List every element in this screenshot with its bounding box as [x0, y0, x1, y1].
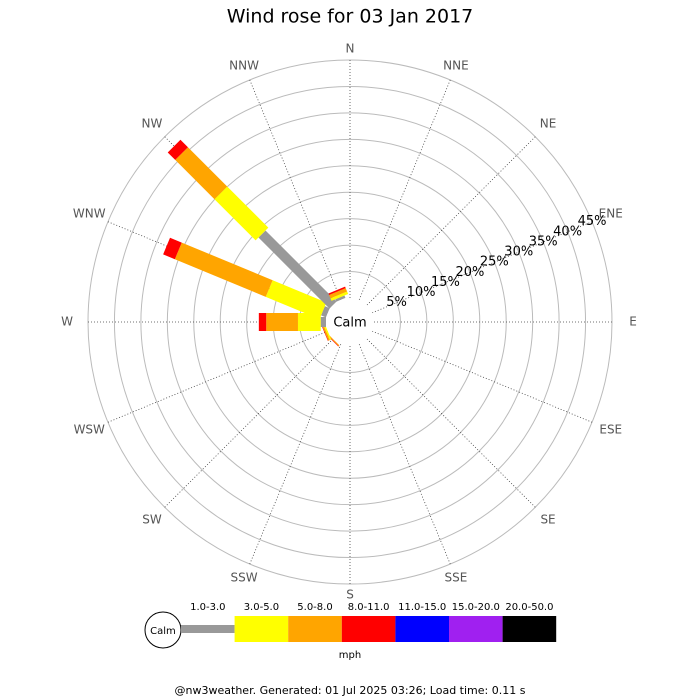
- bar-segment: [328, 286, 346, 295]
- ring-label: 40%: [553, 224, 582, 239]
- direction-label: NNW: [229, 59, 259, 73]
- spoke: [107, 330, 328, 423]
- direction-label: WNW: [73, 206, 106, 220]
- spoke: [358, 79, 451, 300]
- bar-segment: [265, 280, 327, 320]
- legend-label: 15.0-20.0: [452, 602, 500, 613]
- bar-segment: [214, 186, 269, 241]
- ring: [140, 112, 560, 532]
- legend-label: 3.0-5.0: [244, 602, 279, 613]
- ring-label: 45%: [578, 214, 607, 229]
- footer: @nw3weather. Generated: 01 Jul 2025 03:2…: [175, 684, 526, 697]
- legend-swatch: [395, 616, 449, 642]
- legend-label: 1.0-3.0: [190, 602, 225, 613]
- spoke: [249, 79, 342, 300]
- spoke: [372, 221, 593, 314]
- ring-label: 10%: [407, 285, 436, 300]
- direction-label: SE: [540, 513, 555, 527]
- spoke: [164, 338, 334, 508]
- spoke: [366, 338, 536, 508]
- direction-label: S: [346, 588, 354, 602]
- bar-segment: [297, 313, 321, 331]
- calm-label: Calm: [333, 316, 366, 331]
- bar-segment: [329, 288, 348, 299]
- direction-label: E: [629, 315, 637, 329]
- direction-label: NW: [142, 116, 163, 130]
- ring: [113, 85, 587, 559]
- bar-segment: [175, 147, 228, 200]
- ring-label: 30%: [504, 245, 533, 260]
- direction-label: NE: [540, 116, 557, 130]
- direction-label: W: [61, 315, 73, 329]
- legend-swatch: [181, 625, 235, 633]
- bar-segment: [335, 295, 346, 302]
- direction-label: N: [346, 42, 355, 56]
- ring-label: 15%: [431, 275, 460, 290]
- bar-segment: [321, 323, 330, 341]
- legend-label: 8.0-11.0: [348, 602, 390, 613]
- bar-segment: [322, 322, 332, 341]
- spoke: [372, 330, 593, 423]
- direction-label: NNE: [443, 59, 469, 73]
- spoke: [358, 344, 451, 565]
- ring: [166, 138, 534, 506]
- spoke: [366, 136, 536, 306]
- bar-segment: [163, 237, 182, 260]
- ring-label: 20%: [455, 265, 484, 280]
- ring-label: 5%: [386, 295, 407, 310]
- legend-swatch: [341, 616, 396, 642]
- bar-segment: [321, 306, 330, 318]
- calm-circle: [326, 298, 374, 346]
- legend-label: 20.0-50.0: [505, 602, 553, 613]
- ring-label: 25%: [480, 255, 509, 270]
- legend-unit: mph: [339, 650, 361, 661]
- bar-segment: [320, 317, 326, 327]
- direction-label: SW: [142, 513, 162, 527]
- ring-label: 35%: [529, 234, 558, 249]
- bar-segment: [174, 242, 273, 297]
- bar-segment: [330, 291, 349, 301]
- bar-segment: [258, 313, 267, 331]
- bar-segment: [266, 313, 298, 331]
- bar-segment: [320, 324, 329, 341]
- legend-swatch: [234, 616, 289, 642]
- legend-calm-label: Calm: [150, 626, 176, 637]
- ring: [246, 218, 454, 426]
- spoke: [249, 344, 342, 565]
- direction-label: SSE: [445, 570, 468, 584]
- legend-swatch: [288, 616, 342, 642]
- direction-label: SSW: [231, 570, 258, 584]
- legend-label: 5.0-8.0: [297, 602, 332, 613]
- legend-swatch: [449, 616, 503, 642]
- legend-swatch: [502, 616, 557, 642]
- legend-label: 11.0-15.0: [398, 602, 446, 613]
- direction-label: ENE: [599, 206, 623, 220]
- direction-label: WSW: [74, 423, 105, 437]
- bar-segment: [167, 139, 188, 160]
- bar-segment: [258, 230, 337, 309]
- chart-title: Wind rose for 03 Jan 2017: [227, 6, 474, 28]
- direction-label: ESE: [599, 423, 622, 437]
